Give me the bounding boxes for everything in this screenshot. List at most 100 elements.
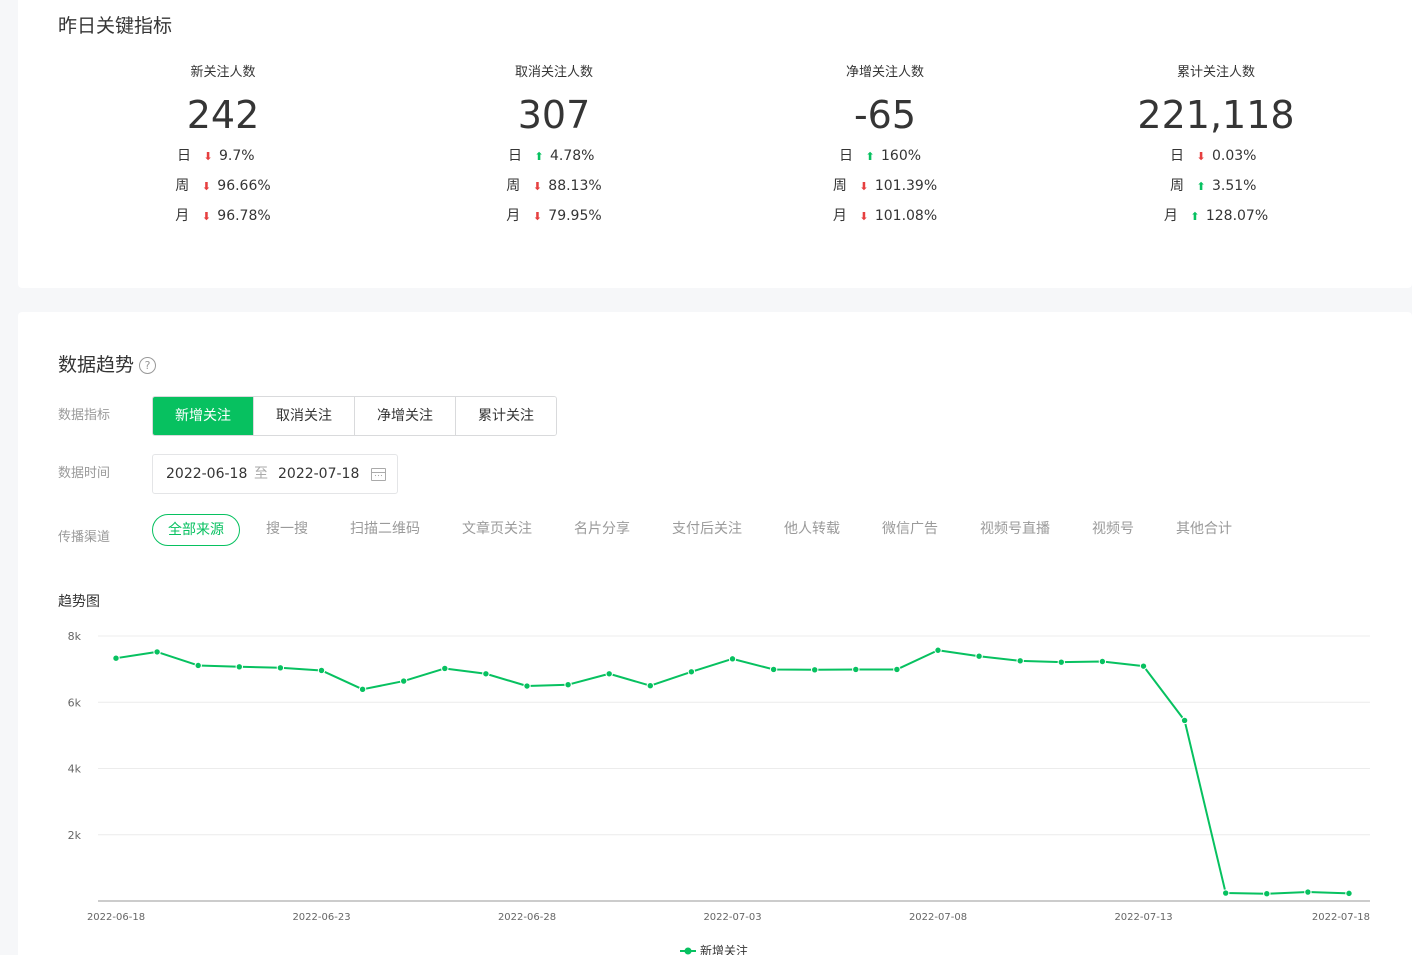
key-metrics-title: 昨日关键指标 [58, 15, 173, 37]
compare-row: 月 ⬆ 128.07% [1096, 201, 1336, 231]
metric-value: 307 [517, 93, 591, 137]
metric-label: 净增关注人数 [845, 65, 924, 80]
compare-row: 月 ⬇ 79.95% [434, 201, 674, 231]
metric-tabs: 新增关注 取消关注 净增关注 累计关注 [152, 396, 557, 436]
channel-chip[interactable]: 微信广告 [882, 521, 938, 537]
compare-period: 月 [506, 208, 521, 224]
compare-period: 周 [506, 178, 521, 194]
compare-value: 101.08% [874, 208, 938, 224]
data-point [564, 680, 572, 689]
metric-value: 221,118 [1137, 93, 1295, 137]
compare-period: 月 [1163, 208, 1178, 224]
series-line [115, 649, 1350, 895]
data-point [482, 670, 490, 678]
channel-chip[interactable]: 支付后关注 [672, 521, 742, 537]
channel-chip[interactable]: 视频号直播 [980, 521, 1050, 537]
data-point [1304, 888, 1312, 896]
compare-period: 周 [1170, 178, 1184, 194]
channel-chip[interactable]: 视频号 [1092, 521, 1134, 537]
metric-label: 累计关注人数 [1176, 65, 1255, 80]
compare-value: 128.07% [1205, 208, 1269, 224]
compare-row: 日 ⬆ 4.78% [434, 141, 674, 171]
data-point [811, 666, 819, 674]
compare-row: 月 ⬇ 96.78% [103, 201, 343, 231]
data-point [728, 655, 737, 663]
arrow-down-icon: ⬇ [201, 180, 211, 193]
arrow-down-icon: ⬇ [203, 150, 213, 163]
x-tick-label: 2022-07-08 [909, 912, 967, 923]
data-point [112, 654, 120, 662]
metric-card: 累计关注人数 221,118 日 ⬇ 0.03% 周 ⬆ 3.51% 月 ⬆ 128.07% [1096, 64, 1336, 231]
channel-chip[interactable]: 他人转载 [784, 521, 840, 537]
data-point [1180, 716, 1189, 725]
time-field-label: 数据时间 [58, 466, 111, 481]
data-point [975, 652, 983, 660]
compare-value: 160% [881, 148, 922, 164]
data-point [358, 685, 367, 694]
compare-row: 日 ⬆ 160% [765, 141, 1005, 171]
compare-period: 周 [832, 178, 847, 194]
compare-period: 日 [1170, 148, 1184, 164]
metric-tab[interactable]: 取消关注 [253, 397, 354, 435]
compare-row: 周 ⬆ 3.51% [1096, 171, 1336, 201]
metric-tab[interactable]: 新增关注 [153, 397, 253, 435]
compare-value: 4.78% [550, 148, 595, 164]
channel-chip[interactable]: 全部来源 [152, 514, 240, 546]
y-tick-label: 8k [68, 630, 82, 643]
arrow-up-icon: ⬆ [1196, 180, 1206, 193]
trend-title-text: 数据趋势 [58, 354, 135, 376]
compare-period: 日 [177, 148, 191, 164]
data-point [687, 668, 696, 676]
date-end[interactable]: 2022-07-18 [278, 466, 360, 482]
trend-card: 数据趋势? 数据指标 新增关注 取消关注 净增关注 累计关注 数据时间 2022-06… [18, 312, 1412, 955]
metric-tab[interactable]: 净增关注 [354, 397, 455, 435]
data-point [441, 664, 449, 673]
compare-period: 月 [175, 208, 190, 224]
metric-value: -65 [853, 93, 917, 137]
arrow-down-icon: ⬇ [532, 210, 542, 223]
calendar-icon[interactable] [371, 468, 386, 481]
data-point [153, 648, 161, 656]
channel-chip[interactable]: 名片分享 [574, 521, 630, 537]
date-range-picker[interactable]: 2022-06-18 至 2022-07-18 [152, 454, 398, 494]
data-point [646, 681, 654, 690]
date-start[interactable]: 2022-06-18 [166, 466, 248, 482]
arrow-down-icon: ⬇ [1196, 150, 1206, 163]
data-point [400, 677, 408, 685]
metric-tab[interactable]: 累计关注 [455, 397, 556, 435]
data-point [893, 665, 901, 674]
x-tick-label: 2022-07-18 [1312, 912, 1370, 923]
data-point [934, 646, 942, 654]
data-point [1263, 890, 1271, 898]
x-tick-label: 2022-07-13 [1114, 912, 1172, 923]
data-point [1222, 889, 1230, 897]
y-tick-label: 4k [68, 763, 82, 776]
arrow-up-icon: ⬆ [1190, 210, 1200, 223]
legend-label: 新增关注 [700, 943, 748, 955]
x-tick-label: 2022-06-18 [87, 912, 145, 923]
metric-label: 新关注人数 [190, 65, 256, 80]
channel-chip[interactable]: 文章页关注 [462, 521, 532, 537]
legend-marker [684, 947, 692, 955]
x-tick-label: 2022-06-28 [498, 912, 556, 923]
compare-value: 96.78% [217, 208, 271, 224]
data-point [194, 661, 202, 670]
arrow-down-icon: ⬇ [532, 180, 542, 193]
compare-value: 0.03% [1212, 148, 1257, 164]
compare-row: 周 ⬇ 88.13% [434, 171, 674, 201]
channel-field-label: 传播渠道 [58, 530, 111, 545]
compare-row: 周 ⬇ 101.39% [765, 171, 1005, 201]
data-point [235, 663, 244, 671]
y-tick-label: 2k [68, 829, 82, 842]
metric-card: 取消关注人数 307 日 ⬆ 4.78% 周 ⬇ 88.13% 月 ⬇ 79.95% [434, 64, 674, 231]
channel-chip[interactable]: 其他合计 [1176, 521, 1232, 537]
data-point [317, 666, 326, 675]
channel-chip[interactable]: 扫描二维码 [350, 521, 420, 537]
compare-value: 9.7% [219, 148, 255, 164]
help-icon[interactable]: ? [139, 357, 157, 374]
metric-value: 242 [186, 93, 260, 137]
compare-period: 日 [508, 148, 522, 164]
data-point [1139, 662, 1148, 670]
channel-chip[interactable]: 搜一搜 [266, 521, 308, 537]
x-tick-label: 2022-07-03 [703, 912, 761, 923]
